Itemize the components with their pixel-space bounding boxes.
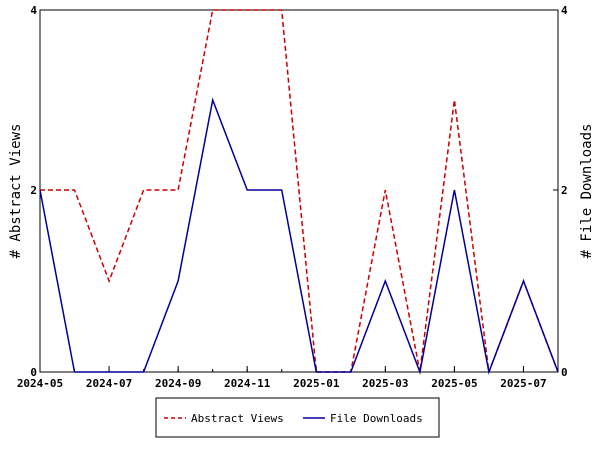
legend-label-abstract-views: Abstract Views [191, 412, 284, 425]
legend: Abstract Views File Downloads [155, 397, 440, 438]
y-left-tick-label: 4 [30, 4, 37, 17]
x-tick-label: 2025-05 [431, 377, 477, 390]
x-tick-label: 2025-07 [500, 377, 546, 390]
y-right-tick-label: 2 [561, 184, 568, 197]
x-tick-label: 2024-11 [224, 377, 271, 390]
legend-label-file-downloads: File Downloads [330, 412, 423, 425]
series-line-abstract-views [40, 9, 559, 373]
x-tick-label: 2024-09 [155, 377, 201, 390]
y-axis-right-title: # File Downloads [579, 124, 595, 259]
y-left-tick-label: 0 [30, 366, 37, 379]
x-tick-label: 2024-07 [86, 377, 132, 390]
axis-ticks: 0 0 2 2 4 4 2024-05 2024-07 2024-09 2024-11 2025-0… [17, 4, 568, 390]
y-axis-left-title: # Abstract Views [8, 124, 24, 259]
y-right-tick-label: 0 [561, 366, 568, 379]
y-left-tick-label: 2 [30, 184, 37, 197]
legend-box [155, 397, 440, 438]
x-tick-label: 2025-01 [293, 377, 340, 390]
series-line-file-downloads [39, 97, 559, 375]
x-tick-label: 2024-05 [17, 377, 63, 390]
series-layer [39, 9, 559, 375]
x-tick-label: 2025-03 [362, 377, 408, 390]
y-right-tick-label: 4 [561, 4, 568, 17]
